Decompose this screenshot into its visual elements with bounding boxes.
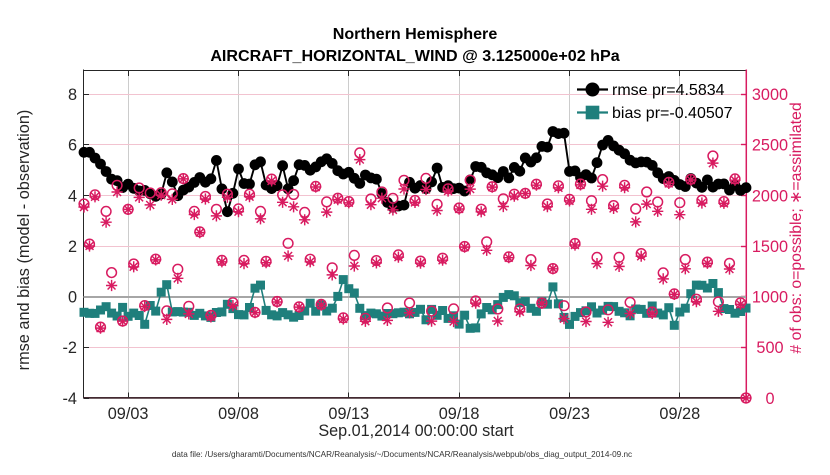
- svg-text:rmse and bias (model - observa: rmse and bias (model - observation): [15, 110, 33, 371]
- svg-text:1500: 1500: [752, 238, 788, 256]
- svg-text:09/03: 09/03: [108, 405, 149, 423]
- svg-text:09/23: 09/23: [549, 405, 590, 423]
- svg-text:-2: -2: [63, 339, 77, 357]
- svg-text:3000: 3000: [752, 86, 788, 104]
- svg-text:0: 0: [765, 390, 774, 408]
- svg-text:AIRCRAFT_HORIZONTAL_WIND @ 3.1: AIRCRAFT_HORIZONTAL_WIND @ 3.125000e+02 …: [210, 47, 620, 65]
- svg-text:2500: 2500: [752, 137, 788, 155]
- svg-text:8: 8: [68, 86, 77, 104]
- svg-text:500: 500: [756, 339, 783, 357]
- svg-text:6: 6: [68, 137, 77, 155]
- svg-text:09/28: 09/28: [659, 405, 700, 423]
- svg-text:0: 0: [68, 289, 77, 307]
- svg-text:-4: -4: [63, 390, 77, 408]
- svg-text:# of obs: o=possible; ∗=assimi: # of obs: o=possible; ∗=assimilated: [788, 102, 805, 353]
- svg-text:09/18: 09/18: [439, 405, 480, 423]
- svg-text:2: 2: [68, 238, 77, 256]
- svg-text:2000: 2000: [752, 187, 788, 205]
- svg-text:data file: /Users/gharamti/Doc: data file: /Users/gharamti/Documents/NCA…: [172, 450, 632, 459]
- svg-text:1000: 1000: [752, 289, 788, 307]
- svg-text:rmse pr=4.5834: rmse pr=4.5834: [612, 82, 725, 99]
- svg-text:09/08: 09/08: [218, 405, 259, 423]
- svg-text:Sep.01,2014 00:00:00 start: Sep.01,2014 00:00:00 start: [318, 422, 514, 440]
- svg-text:09/13: 09/13: [328, 405, 369, 423]
- svg-text:Northern Hemisphere: Northern Hemisphere: [333, 25, 498, 43]
- svg-text:4: 4: [68, 187, 77, 205]
- svg-text:bias pr=-0.40507: bias pr=-0.40507: [612, 105, 733, 122]
